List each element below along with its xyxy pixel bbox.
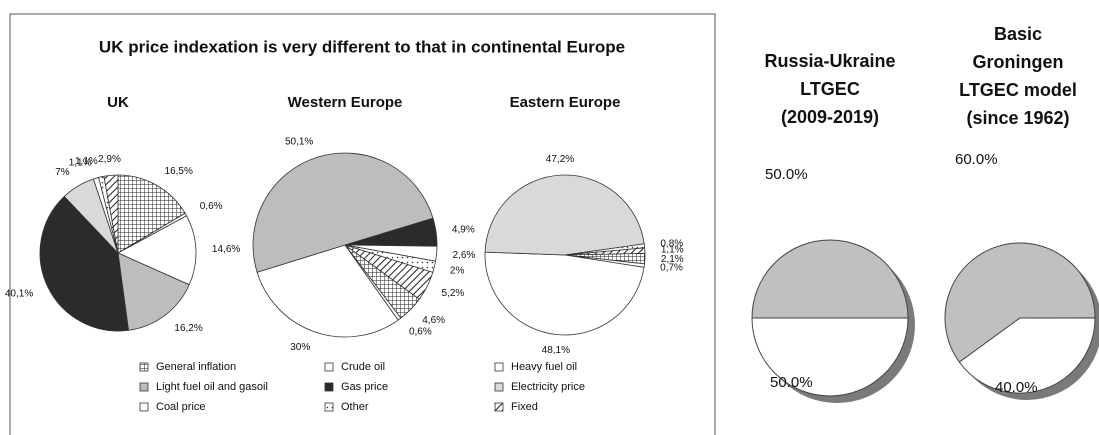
pie-slice [751, 239, 909, 319]
pie-title: UK [107, 94, 129, 111]
pie-slice [117, 215, 197, 286]
legend-label: Fixed [511, 401, 538, 413]
legend-label: General inflation [156, 361, 236, 373]
value-label: 4,9% [452, 225, 475, 236]
value-label: 4,6% [422, 315, 445, 326]
legend-swatch [494, 362, 504, 372]
value-label: 60.0% [955, 151, 998, 168]
chart-title: Russia-Ukraine [764, 51, 895, 71]
value-label: 2,9% [98, 154, 121, 165]
value-label: 0,6% [200, 201, 223, 212]
legend-label: Other [341, 401, 369, 413]
value-label: 2,1% [661, 254, 684, 265]
legend-swatch [139, 382, 149, 392]
value-label: 40.0% [995, 379, 1038, 396]
pie-title: Western Europe [288, 94, 403, 111]
value-label: 5,2% [441, 288, 464, 299]
value-label: 2% [450, 265, 465, 276]
chart-title: UK price indexation is very different to… [99, 37, 625, 56]
value-label: 16,2% [174, 323, 202, 334]
value-label: 2,6% [453, 250, 476, 261]
pie-slice [103, 174, 119, 254]
value-label: 0,7% [660, 262, 683, 273]
legend-label: Heavy fuel oil [511, 361, 577, 373]
pie-slice [751, 317, 909, 397]
pie-slice [39, 195, 129, 332]
pie-slice [117, 252, 190, 331]
legend-swatch [139, 402, 149, 412]
value-label: 50.0% [765, 166, 808, 183]
value-label: 48,1% [542, 345, 570, 356]
value-label: 50.0% [770, 374, 813, 391]
value-label: 40,1% [5, 288, 33, 299]
pie-slice [256, 244, 399, 338]
chart-title: Basic [994, 24, 1042, 44]
value-label: 14,6% [212, 244, 240, 255]
legend-swatch [494, 402, 504, 412]
chart-title: LTGEC [800, 79, 860, 99]
pie-slice [564, 247, 646, 256]
legend-swatch [324, 402, 334, 412]
value-label: 1,1% [661, 244, 684, 255]
pie-slice [252, 152, 434, 273]
legend-swatch [139, 362, 149, 372]
legend-label: Gas price [341, 381, 388, 393]
value-label: 47,2% [546, 154, 574, 165]
value-label: 50,1% [285, 136, 313, 147]
pie-slice [484, 174, 645, 256]
value-label: 30% [290, 342, 310, 353]
chart-title: (since 1962) [966, 108, 1069, 128]
chart-title: Groningen [973, 52, 1064, 72]
pie-slice [944, 242, 1096, 363]
value-label: 1,1% [69, 157, 92, 168]
legend-swatch [494, 382, 504, 392]
legend-swatch [324, 382, 334, 392]
pie-title: Eastern Europe [510, 94, 621, 111]
legend-label: Light fuel oil and gasoil [156, 381, 268, 393]
value-label: 1,1% [75, 156, 98, 167]
legend-label: Electricity price [511, 381, 585, 393]
legend-label: Crude oil [341, 361, 385, 373]
legend-label: Coal price [156, 401, 206, 413]
pie-slice [344, 244, 434, 300]
pie-slice [484, 251, 645, 336]
value-label: 0,6% [409, 327, 432, 338]
chart-title: LTGEC model [959, 80, 1077, 100]
pie-slice [117, 174, 186, 254]
chart-title: (2009-2019) [781, 107, 879, 127]
value-label: 7% [55, 167, 70, 178]
legend-swatch [324, 362, 334, 372]
value-label: 16,5% [165, 166, 193, 177]
pie-slice [958, 317, 1096, 394]
value-label: 0,8% [660, 239, 683, 250]
